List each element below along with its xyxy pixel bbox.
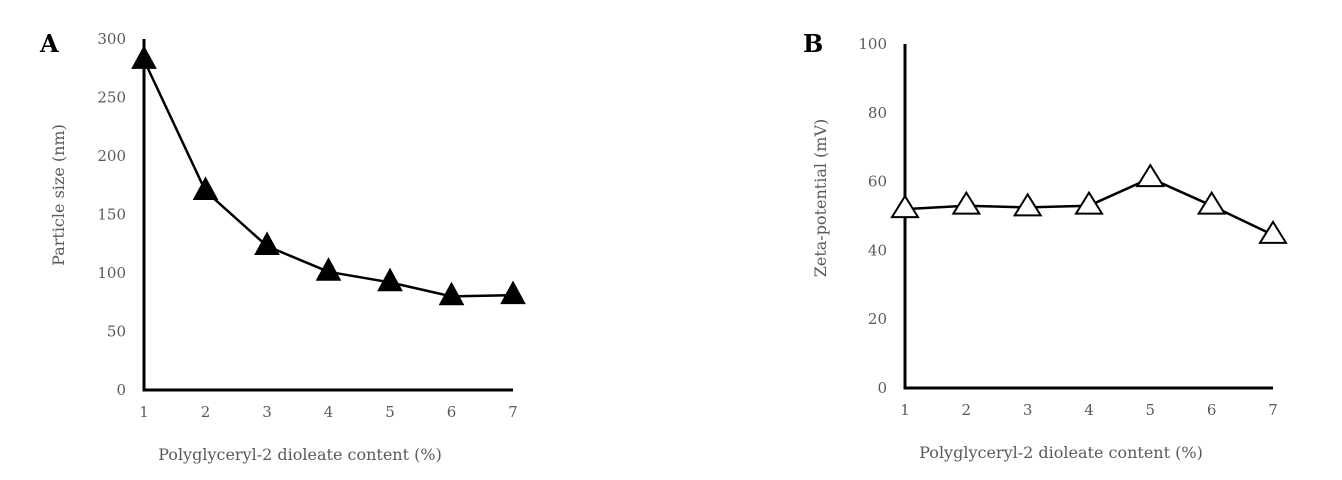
panel-a-y-tick-label: 100: [97, 264, 126, 282]
panel-b-y-tick-label: 0: [877, 379, 887, 397]
panel-b-y-axis-title: Zeta-potential (mV): [811, 119, 830, 278]
panel-b-marks: 0 20 40 60 80 100 1 2 3 4 5 6 7: [858, 35, 1288, 419]
panel-a-data-point-marker: [438, 281, 465, 306]
panel-a-data-point-marker: [500, 280, 526, 305]
panel-a-y-axis-title: Particle size (nm): [49, 124, 68, 266]
panel-b-x-tick-label: 6: [1207, 401, 1217, 419]
panel-b-x-tick-label: 5: [1146, 401, 1156, 419]
panel-b-data-point-marker: [1012, 192, 1043, 217]
panel-b-data-point-marker: [1074, 190, 1104, 215]
panel-a-data-point-marker: [254, 231, 280, 255]
panel-b-y-tick-label: 20: [868, 310, 887, 328]
panel-a-x-tick-label: 1: [139, 403, 149, 421]
panel-a-y-tick-label: 150: [97, 206, 126, 224]
panel-b-data-point-marker: [1135, 163, 1166, 188]
panel-a-data-point-marker: [377, 267, 403, 292]
panel-b-label: B: [803, 29, 823, 58]
panel-b-data-point-marker: [1196, 190, 1227, 215]
panel-a-x-tick-label: 5: [385, 403, 395, 421]
panel-b-zeta-potential-chart: B 0 20 40 60 80 100 1 2 3 4 5 6 7 Polyglyceryl-2 dio…: [803, 29, 1288, 462]
panel-b-y-tick-label: 100: [858, 35, 887, 53]
panel-b-x-tick-label: 3: [1023, 401, 1033, 419]
panel-a-x-axis-title: Polyglyceryl-2 dioleate content (%): [158, 445, 442, 464]
panel-b-y-tick-label: 60: [868, 173, 887, 191]
panel-a-y-tick-label: 50: [107, 323, 126, 341]
panel-b-data-point-marker: [951, 190, 982, 215]
panel-a-y-tick-label: 300: [97, 30, 126, 48]
panel-b-y-tick-label: 80: [868, 104, 887, 122]
panel-b-x-tick-label: 2: [962, 401, 972, 419]
panel-b-x-tick-label: 7: [1268, 401, 1278, 419]
panel-a-data-point-marker: [192, 176, 219, 200]
panel-b-x-tick-label: 4: [1084, 401, 1094, 419]
panel-a-data-point-marker: [315, 257, 342, 281]
panel-a-data-point-marker: [131, 45, 157, 69]
panel-a-label: A: [39, 29, 59, 58]
panel-a-marks: 0 50 100 150 200 250 300 1 2 3 4 5 6 7: [97, 30, 526, 421]
panel-b-x-axis-title: Polyglyceryl-2 dioleate content (%): [919, 443, 1203, 462]
panel-b-x-tick-label: 1: [900, 401, 910, 419]
panel-a-y-tick-label: 250: [97, 89, 126, 107]
panel-a-y-tick-label: 0: [116, 381, 126, 399]
panel-b-y-tick-label: 40: [868, 241, 887, 259]
panel-b-data-point-marker: [1258, 220, 1288, 244]
panel-a-x-tick-label: 2: [201, 403, 211, 421]
panel-a-particle-size-chart: A 0 50 100 150 200 250 300 1 2 3 4 5 6 7 Polyglyceryl…: [39, 29, 526, 464]
panel-a-x-tick-label: 3: [262, 403, 272, 421]
panel-a-x-tick-label: 4: [324, 403, 334, 421]
panel-a-x-tick-label: 6: [447, 403, 457, 421]
panel-b-data-point-marker: [890, 194, 920, 219]
panel-a-y-tick-label: 200: [97, 147, 126, 165]
panel-a-x-tick-label: 7: [508, 403, 518, 421]
